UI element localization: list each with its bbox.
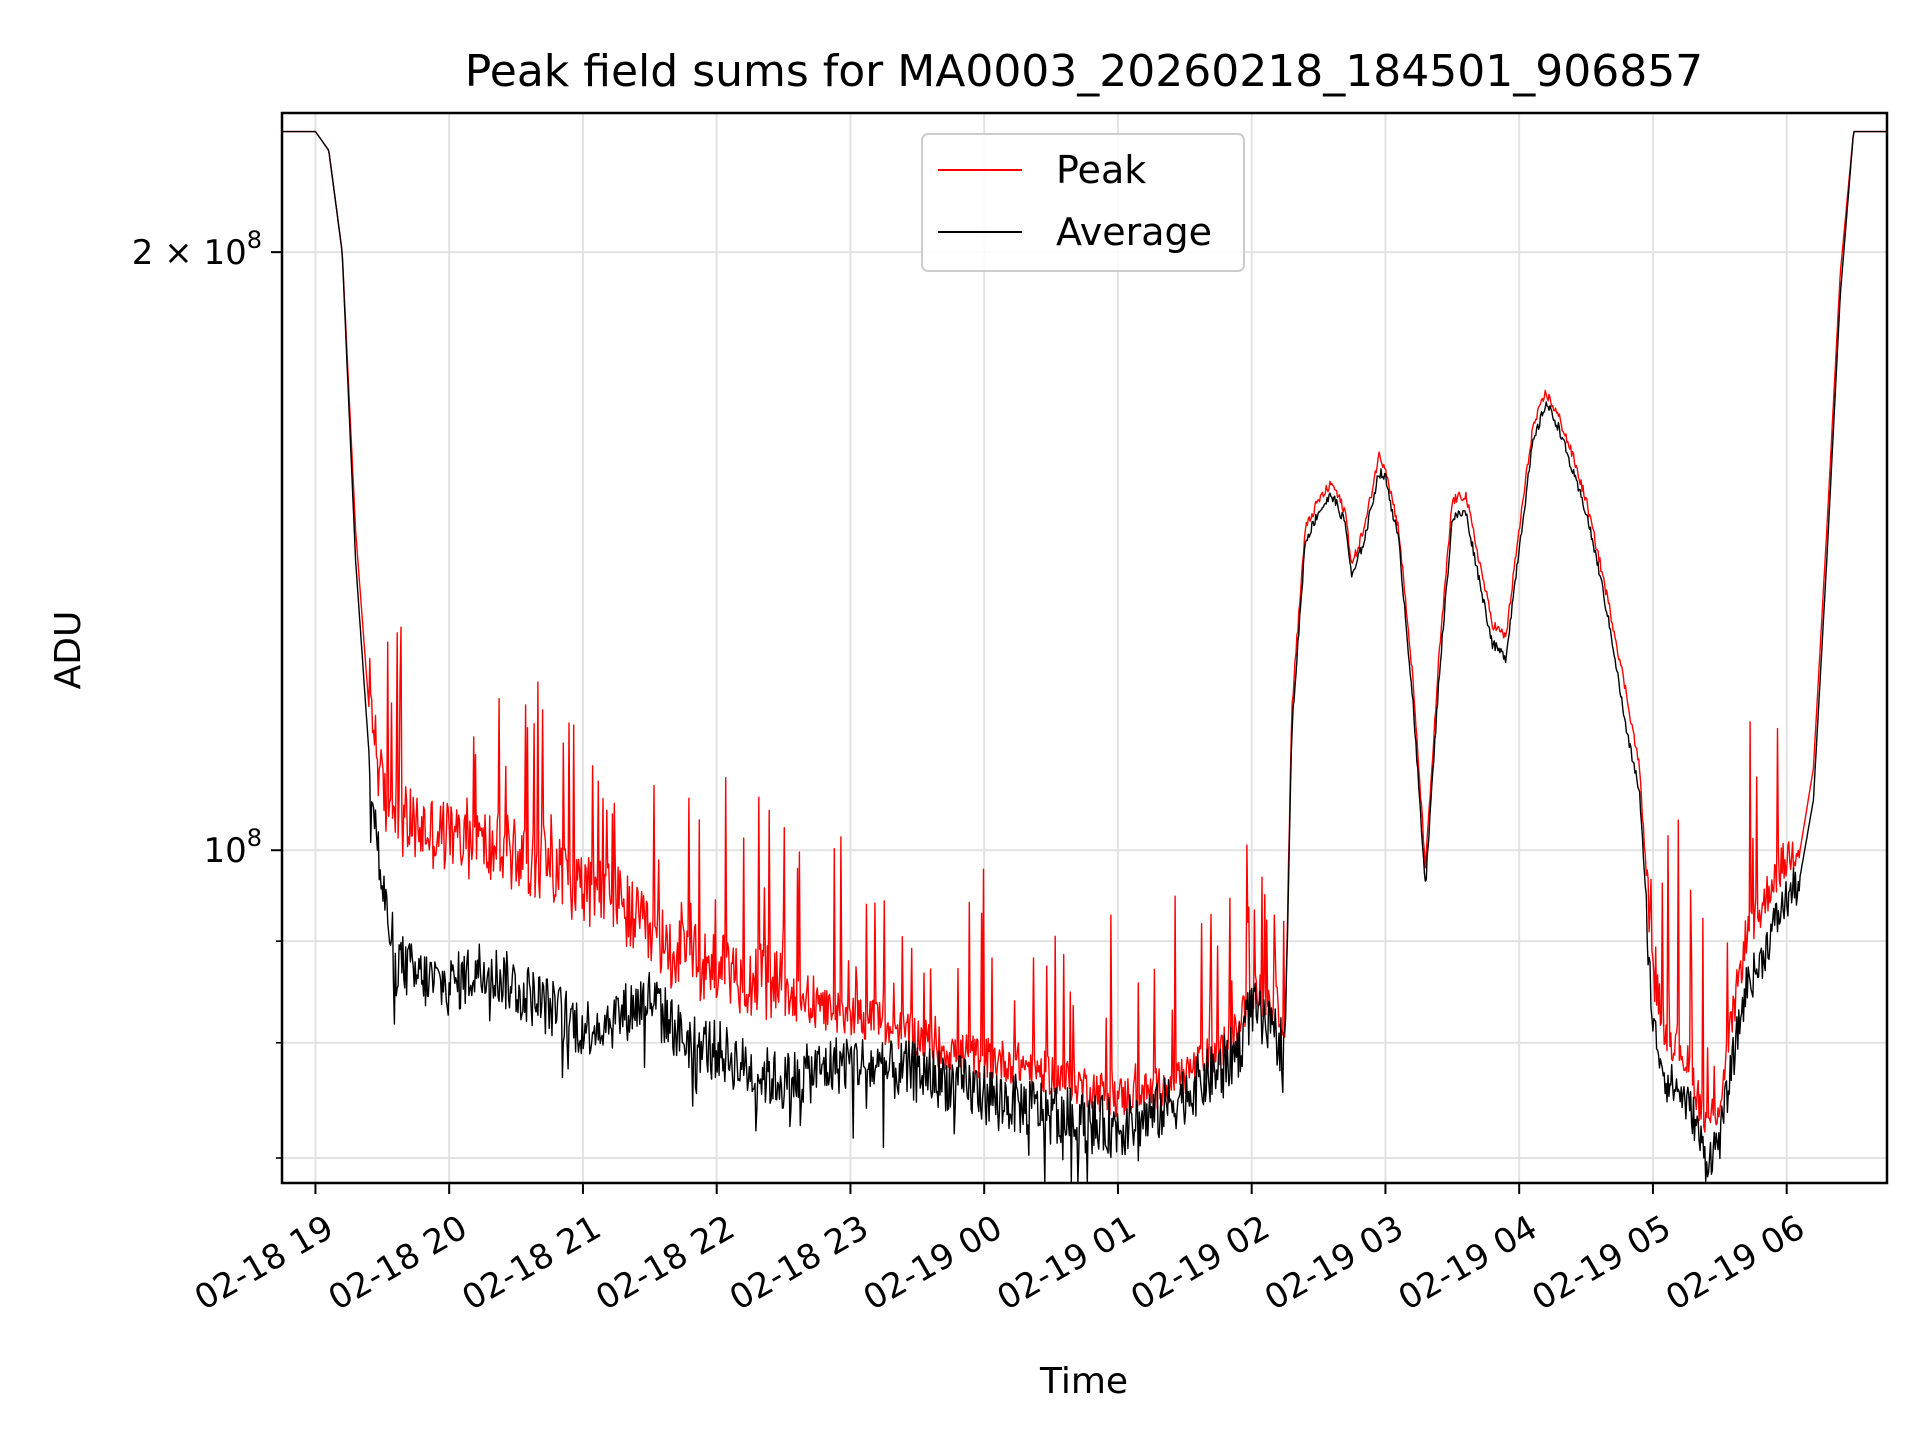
y-tick-label: 108 <box>203 824 262 871</box>
series-line-average <box>282 130 1887 1184</box>
plot-frame <box>280 111 1889 1185</box>
legend-box <box>921 133 1245 272</box>
series-layer <box>282 130 1887 1184</box>
legend-label-average: Average <box>1056 210 1212 254</box>
series-line-peak <box>282 130 1887 1133</box>
y-tick-label: 2 × 108 <box>132 226 262 273</box>
x-axis-label: Time <box>1039 1361 1128 1402</box>
legend: Peak Average <box>921 133 1245 272</box>
y-axis: 108 2 × 108 <box>132 226 282 1159</box>
chart-title: Peak field sums for MA0003_20260218_1845… <box>465 46 1703 97</box>
legend-label-peak: Peak <box>1056 148 1146 192</box>
y-axis-label: ADU <box>48 611 89 690</box>
